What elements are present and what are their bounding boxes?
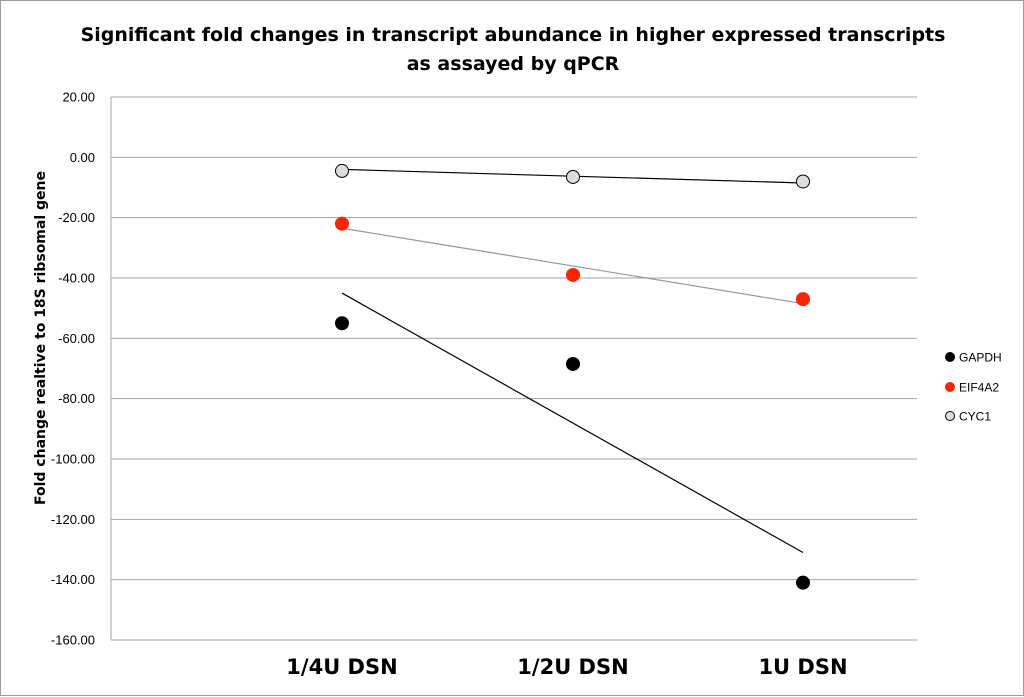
eif4a2-point xyxy=(335,216,349,231)
legend-marker-gapdh xyxy=(945,352,955,362)
y-axis-label: Fold change realtive to 18S ribsomal gen… xyxy=(33,171,49,505)
y-tick-label: -120.00 xyxy=(51,512,95,527)
chart-title-line1: Significant fold changes in transcript a… xyxy=(81,24,946,46)
gapdh-point xyxy=(566,356,580,371)
y-tick-label: -160.00 xyxy=(51,633,95,648)
y-tick-label: 20.00 xyxy=(62,90,95,105)
eif4a2-point xyxy=(796,292,810,307)
y-tick-label: -20.00 xyxy=(58,210,95,225)
legend-marker-cyc1 xyxy=(945,411,955,421)
y-tick-label: -60.00 xyxy=(58,331,95,346)
legend-label-cyc1: CYC1 xyxy=(959,410,991,424)
cyc1-point xyxy=(566,169,580,184)
y-tick-label: -100.00 xyxy=(51,452,95,467)
y-tick-label: -80.00 xyxy=(58,391,95,406)
gapdh-point xyxy=(335,316,349,331)
x-tick-label: 1/4U DSN xyxy=(286,655,397,679)
data-points xyxy=(335,163,810,590)
y-tick-label: -40.00 xyxy=(58,271,95,286)
chart-title-line2: as assayed by qPCR xyxy=(407,53,620,75)
legend-label-gapdh: GAPDH xyxy=(959,351,1002,365)
gridlines xyxy=(110,96,917,641)
legend-label-eif4a2: EIF4A2 xyxy=(959,381,999,395)
eif4a2-trendline xyxy=(341,227,804,305)
legend-marker-eif4a2 xyxy=(945,382,955,392)
y-tick-label: -140.00 xyxy=(51,572,95,587)
cyc1-point xyxy=(335,163,349,178)
x-tick-label: 1U DSN xyxy=(758,655,847,679)
eif4a2-point xyxy=(566,267,580,282)
gapdh-point xyxy=(796,575,810,590)
legend: GAPDH EIF4A2 CYC1 xyxy=(945,351,1002,424)
x-tick-label: 1/2U DSN xyxy=(517,655,628,679)
y-tick-label: 0.00 xyxy=(70,150,95,165)
gapdh-trendline xyxy=(341,292,804,554)
y-tick-labels: 20.00 0.00 -20.00 -40.00 -60.00 -80.00 -100.00… xyxy=(51,90,95,648)
cyc1-point xyxy=(796,174,810,189)
x-tick-labels: 1/4U DSN 1/2U DSN 1U DSN xyxy=(286,655,847,679)
